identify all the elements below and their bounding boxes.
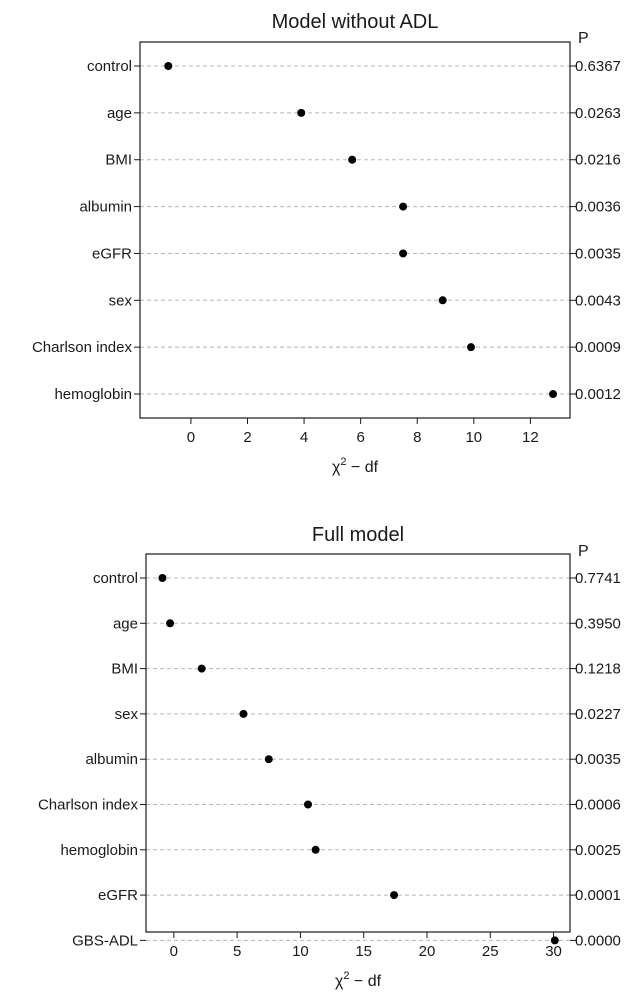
category-label: age [113, 615, 138, 632]
category-label: sex [115, 706, 139, 723]
x-tick-label: 8 [413, 429, 421, 446]
data-point [549, 390, 558, 399]
category-label: control [87, 58, 132, 75]
x-tick-label: 2 [243, 429, 251, 446]
category-label: Charlson index [38, 797, 139, 814]
x-tick-label: 10 [465, 429, 482, 446]
data-point [239, 709, 248, 718]
data-point [166, 619, 175, 628]
chart-title: Model without ADL [272, 11, 439, 33]
data-point [348, 155, 357, 164]
x-tick-label: 0 [170, 943, 178, 960]
p-value-label: 0.0043 [575, 292, 621, 309]
p-value-label: 0.1218 [575, 661, 621, 678]
category-label: sex [109, 292, 133, 309]
category-label: albumin [85, 751, 138, 768]
p-value-label: 0.0035 [575, 751, 621, 768]
data-point [390, 891, 399, 900]
data-point [399, 202, 408, 211]
category-label: control [93, 570, 138, 587]
plot-frame [139, 41, 571, 419]
p-value-label: 0.0006 [575, 797, 621, 814]
data-point [550, 936, 559, 945]
x-tick-label: 10 [292, 943, 309, 960]
data-point [311, 845, 320, 854]
category-label: GBS-ADL [72, 932, 138, 949]
data-point [297, 108, 306, 117]
x-axis-label-superscript: 2 [343, 970, 349, 982]
p-value-label: 0.0012 [575, 386, 621, 403]
x-axis-label-symbol: χ [335, 973, 344, 990]
category-label: eGFR [98, 887, 138, 904]
x-tick-label: 0 [187, 429, 195, 446]
chart-title: Full model [312, 524, 404, 546]
p-value-label: 0.0036 [575, 199, 621, 216]
p-value-label: 0.7741 [575, 570, 621, 587]
x-tick-label: 5 [233, 943, 241, 960]
data-point [438, 296, 447, 305]
x-tick-label: 25 [482, 943, 499, 960]
data-point [304, 800, 313, 809]
p-column-header: P [578, 543, 589, 560]
x-tick-label: 20 [419, 943, 436, 960]
category-label: BMI [111, 661, 138, 678]
x-tick-label: 30 [545, 943, 562, 960]
plot-frame [145, 553, 571, 933]
category-label: BMI [105, 152, 132, 169]
p-value-label: 0.0227 [575, 706, 621, 723]
p-value-label: 0.0000 [575, 932, 621, 949]
x-tick-label: 12 [522, 429, 539, 446]
x-tick-label: 15 [355, 943, 372, 960]
p-value-label: 0.0216 [575, 152, 621, 169]
category-label: hemoglobin [60, 842, 138, 859]
data-point [197, 664, 206, 673]
category-label: age [107, 105, 132, 122]
p-value-label: 0.3950 [575, 615, 621, 632]
data-point [264, 755, 273, 764]
p-value-label: 0.0001 [575, 887, 621, 904]
x-axis-label: χ2 − df [332, 456, 379, 476]
data-point [158, 574, 167, 582]
p-value-label: 0.0009 [575, 339, 621, 356]
data-point [466, 343, 475, 352]
x-axis-label-rest: − df [346, 459, 378, 476]
x-tick-label: 4 [300, 429, 308, 446]
p-value-label: 0.6367 [575, 58, 621, 75]
x-axis-label-rest: − df [349, 973, 381, 990]
data-point [399, 249, 408, 258]
p-column-header: P [578, 30, 589, 47]
data-point [164, 62, 173, 70]
category-label: hemoglobin [54, 386, 132, 403]
category-label: eGFR [92, 245, 132, 262]
p-value-label: 0.0263 [575, 105, 621, 122]
p-value-label: 0.0035 [575, 245, 621, 262]
x-axis-label: χ2 − df [335, 970, 382, 990]
x-tick-label: 6 [356, 429, 364, 446]
p-value-label: 0.0025 [575, 842, 621, 859]
category-label: albumin [79, 199, 132, 216]
category-label: Charlson index [32, 339, 133, 356]
x-axis-label-superscript: 2 [340, 456, 346, 468]
x-axis-label-symbol: χ [332, 459, 341, 476]
